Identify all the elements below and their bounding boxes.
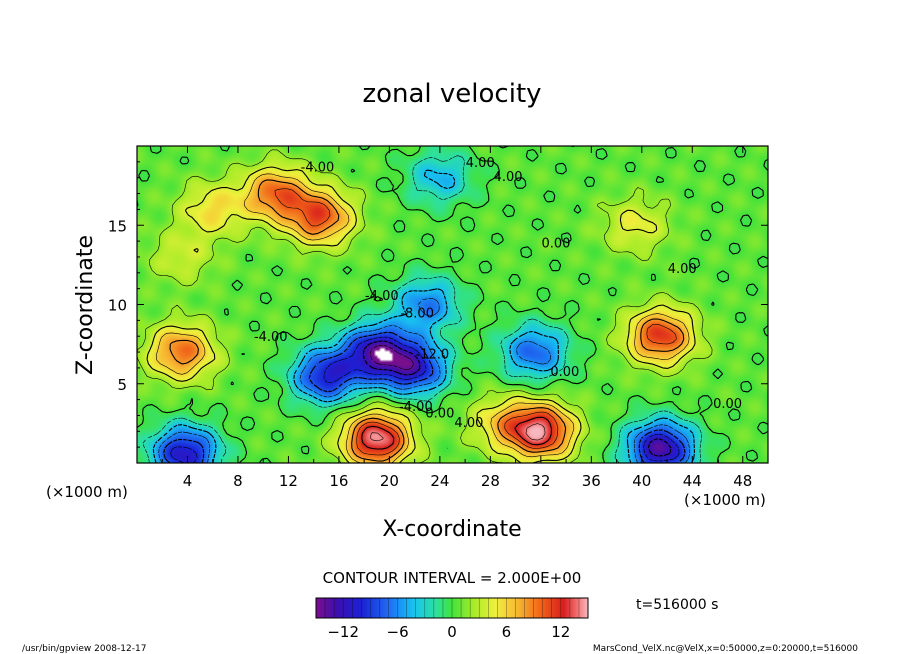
contour-line-negative xyxy=(362,340,672,457)
contour-line-negative xyxy=(369,344,414,370)
x-tick-label: 16 xyxy=(329,472,348,490)
contour-line-negative xyxy=(170,336,680,463)
contour-line-negative xyxy=(142,155,702,463)
y-tick-label: 15 xyxy=(108,217,127,235)
y-tick-label: 10 xyxy=(108,297,127,315)
x-tick-label: 8 xyxy=(233,472,243,490)
x-tick-label: 44 xyxy=(683,472,702,490)
colorbar-tick-label: −6 xyxy=(387,623,409,641)
x-tick-label: 32 xyxy=(531,472,550,490)
y-tick-label: 5 xyxy=(117,376,127,394)
x-unit-left: (×1000 m) xyxy=(46,483,128,501)
contour-label: 0.00 xyxy=(542,237,571,252)
contour-line-negative xyxy=(152,169,695,463)
contour-label: 4.00 xyxy=(466,156,495,171)
x-axis-label: X-coordinate xyxy=(382,517,521,542)
contour-label: 4.00 xyxy=(668,262,697,277)
contour-label: 0.00 xyxy=(713,397,742,412)
colorbar-tick-label: 6 xyxy=(502,623,512,641)
contour-label: 4.00 xyxy=(494,170,523,185)
y-axis: 5 10 15 xyxy=(108,161,768,448)
contour-label: -8.00 xyxy=(400,306,434,321)
x-tick-label: 20 xyxy=(380,472,399,490)
colorbar-tick-label: 12 xyxy=(551,623,570,641)
contour-line xyxy=(370,423,546,442)
contour-label: 0.00 xyxy=(425,406,454,421)
chart-title: zonal velocity xyxy=(362,79,541,109)
contour-label: -4.00 xyxy=(301,161,335,176)
x-tick-label: 48 xyxy=(733,472,752,490)
contour-label: -4.00 xyxy=(399,400,433,415)
x-tick-label: 28 xyxy=(481,472,500,490)
contour-line-negative xyxy=(158,298,690,463)
x-tick-label: 4 xyxy=(183,472,193,490)
x-axis: 4 8 12 16 20 24 28 32 36 40 44 48 xyxy=(161,146,752,490)
contour-line xyxy=(274,188,677,456)
footer-left: /usr/bin/gpview 2008-12-17 xyxy=(22,644,146,654)
contour-label: 0.00 xyxy=(550,365,579,380)
colorbar-tick-label: −12 xyxy=(327,623,359,641)
x-tick-label: 40 xyxy=(632,472,651,490)
colorbar: −12 −6 0 6 12 xyxy=(315,597,589,641)
time-label: t=516000 s xyxy=(636,597,718,613)
contour-label: -4.00 xyxy=(254,330,288,345)
x-tick-label: 24 xyxy=(430,472,449,490)
plot-area: 4.004.00-4.000.00-4.00-8.00-4.00-12.0-4.… xyxy=(136,145,769,464)
contour-label: 4.00 xyxy=(454,416,483,431)
contour-line xyxy=(169,179,685,462)
contour-lines xyxy=(137,146,768,463)
contour-label: -12.0 xyxy=(415,348,449,363)
colorbar-tick-label: 0 xyxy=(447,623,457,641)
contour-line xyxy=(156,173,690,463)
footer-right: MarsCond_VelX.nc@VelX,x=0:50000,z=0:2000… xyxy=(593,644,858,654)
contour-line xyxy=(146,166,696,463)
contour-line-negative xyxy=(163,331,686,463)
x-tick-label: 36 xyxy=(582,472,601,490)
contour-labels: 4.004.00-4.000.00-4.00-8.00-4.00-12.0-4.… xyxy=(254,156,742,431)
contour-label: -4.00 xyxy=(365,289,399,304)
x-unit-right: (×1000 m) xyxy=(684,491,766,509)
contour-line xyxy=(361,416,552,450)
contour-interval: CONTOUR INTERVAL = 2.000E+00 xyxy=(323,569,582,587)
x-tick-label: 12 xyxy=(279,472,298,490)
contour-line xyxy=(137,146,768,463)
heatmap-field xyxy=(137,146,768,463)
y-axis-label: Z-coordinate xyxy=(73,235,98,375)
